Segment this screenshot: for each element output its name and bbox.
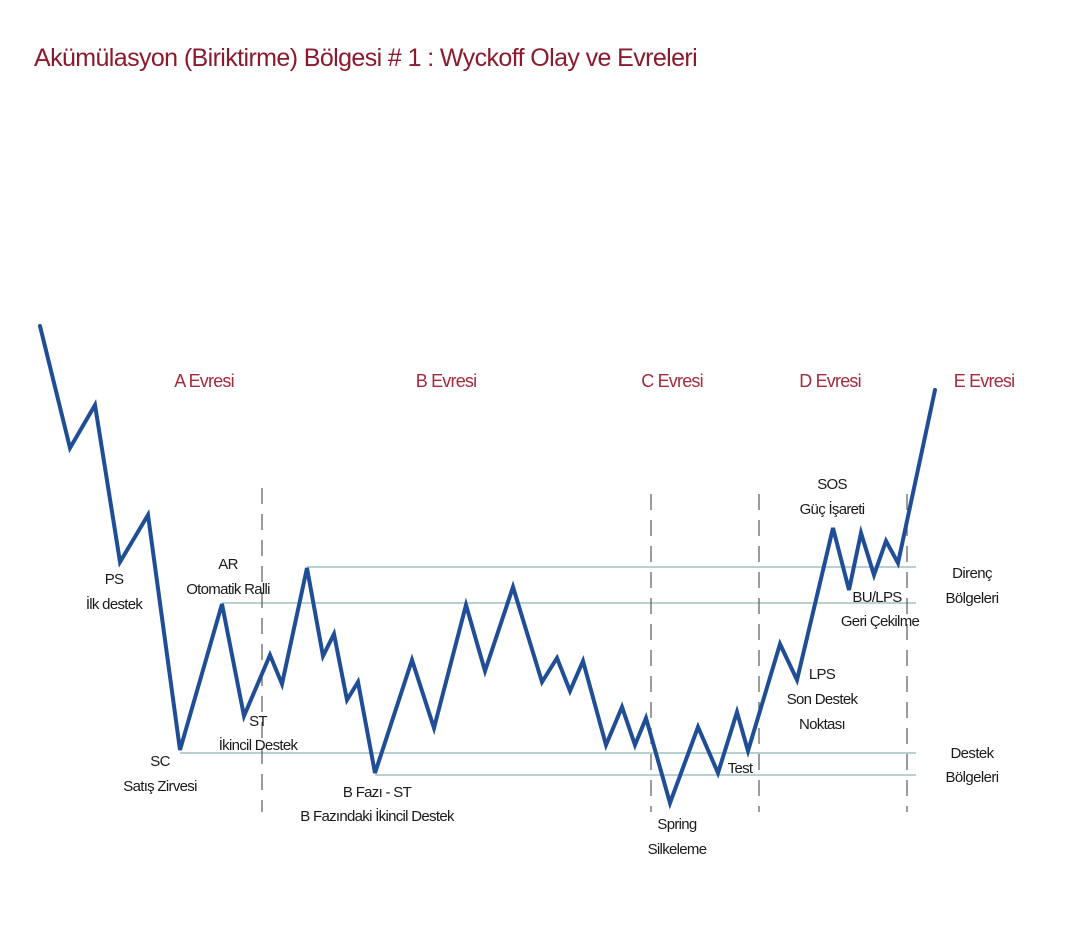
resistance-zone-label-2: Bölgeleri: [946, 590, 999, 607]
zone-lines: [180, 566, 916, 776]
label-lps-desc-1: Son Destek: [787, 691, 859, 708]
phase-label-c: C Evresi: [641, 371, 703, 391]
label-st-code: ST: [249, 713, 267, 730]
label-sc-code: SC: [150, 753, 170, 770]
phase-label-e: E Evresi: [954, 371, 1015, 391]
label-bu-lps-code: BU/LPS: [852, 589, 902, 606]
label-sc-desc: Satış Zirvesi: [123, 778, 197, 795]
phase-labels: A Evresi B Evresi C Evresi D Evresi E Ev…: [174, 371, 1015, 391]
phase-label-d: D Evresi: [799, 371, 861, 391]
label-sos-code: SOS: [817, 476, 847, 493]
label-spring-code: Spring: [657, 816, 697, 833]
label-st-desc: İkincil Destek: [219, 736, 299, 754]
support-zone-label-1: Destek: [950, 745, 994, 762]
page-title: Akümülasyon (Biriktirme) Bölgesi # 1 : W…: [34, 44, 698, 72]
support-zone-label-2: Bölgeleri: [946, 769, 999, 786]
label-ps-code: PS: [105, 571, 124, 588]
label-ar-desc: Otomatik Ralli: [186, 581, 270, 598]
label-lps-desc-2: Noktası: [799, 716, 845, 733]
phase-label-a: A Evresi: [174, 371, 234, 391]
label-bu-lps-desc: Geri Çekilme: [841, 613, 920, 630]
price-path: [38, 324, 937, 810]
event-labels: PS İlk destek AR Otomatik Ralli ST İkinc…: [86, 476, 920, 858]
zone-labels: Direnç Bölgeleri Destek Bölgeleri: [946, 565, 1000, 786]
phase-dividers: [261, 488, 908, 812]
label-ps-desc: İlk destek: [86, 595, 144, 613]
phase-label-b: B Evresi: [416, 371, 477, 391]
resistance-zone-label-1: Direnç: [952, 565, 993, 582]
label-ar-code: AR: [218, 556, 238, 573]
label-sos-desc: Güç İşareti: [800, 500, 865, 518]
label-spring-desc: Silkeleme: [648, 841, 707, 858]
label-bst-desc: B Fazındaki İkincil Destek: [300, 807, 455, 825]
label-bst-code: B Fazı - ST: [343, 784, 412, 801]
label-test: Test: [728, 760, 754, 777]
label-lps-code: LPS: [809, 666, 836, 683]
